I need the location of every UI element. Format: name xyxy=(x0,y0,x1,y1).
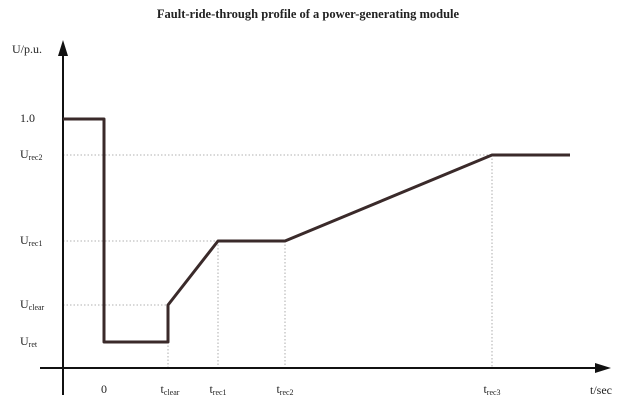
y-arrow xyxy=(58,40,68,56)
label-sub: ret xyxy=(29,340,38,349)
tick-label: Uclear xyxy=(20,297,45,312)
y-axis-label: U/p.u. xyxy=(12,42,42,56)
label-sub: rec1 xyxy=(29,239,43,248)
tick-label: tclear xyxy=(161,382,180,397)
label-base: U xyxy=(20,297,29,311)
x-axis-label: t/sec xyxy=(590,383,612,397)
label-base: U xyxy=(20,147,29,161)
profile-line xyxy=(63,117,570,344)
label-base: t xyxy=(483,382,487,396)
grid-lines xyxy=(63,154,493,368)
label-sub: clear xyxy=(29,303,45,312)
label-base: t xyxy=(209,382,213,396)
label-sub: rec2 xyxy=(29,153,43,162)
label-base: t xyxy=(276,382,280,396)
label-sub: rec3 xyxy=(487,388,501,397)
tick-label: Urec1 xyxy=(20,233,42,248)
label-sub: clear xyxy=(164,388,180,397)
label-base: t xyxy=(161,382,165,396)
tick-label: 1.0 xyxy=(20,111,35,125)
tick-label: Urec2 xyxy=(20,147,42,162)
label-sub: rec1 xyxy=(213,388,227,397)
tick-label: Uret xyxy=(20,334,38,349)
label-base: U xyxy=(20,233,29,247)
tick-label: trec1 xyxy=(209,382,226,397)
title: Fault-ride-through profile of a power-ge… xyxy=(157,7,460,21)
tick-label: 0 xyxy=(101,382,107,396)
label-base: U xyxy=(20,334,29,348)
tick-label: trec3 xyxy=(483,382,500,397)
x-arrow xyxy=(595,363,611,373)
tick-label: trec2 xyxy=(276,382,293,397)
label-sub: rec2 xyxy=(280,388,294,397)
